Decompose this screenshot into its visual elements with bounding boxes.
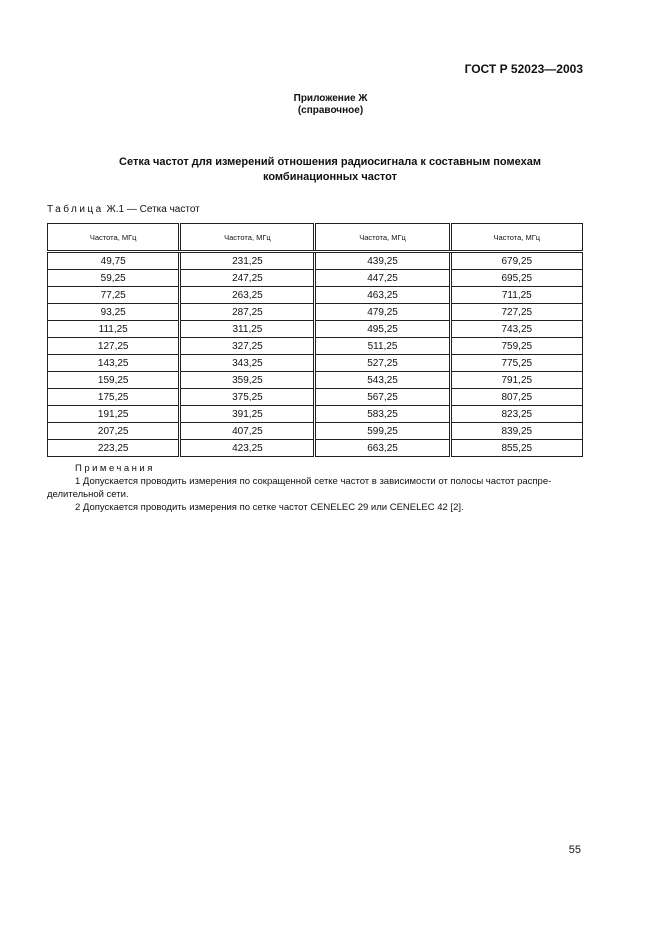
table-row: 93,25 287,25 479,25 727,25 [46, 303, 584, 321]
table-row: 143,25 343,25 527,25 775,25 [46, 354, 584, 372]
notes-heading: Примечания [75, 463, 155, 474]
appendix-title: Приложение Ж [293, 93, 368, 104]
table-cell: 343,25 [178, 354, 316, 372]
table-cell: 791,25 [448, 371, 584, 389]
table-cell: 463,25 [313, 286, 451, 304]
table-cell: 823,25 [448, 405, 584, 423]
table-row: 223,25 423,25 663,25 855,25 [46, 439, 584, 457]
table-row: 49,75 231,25 439,25 679,25 [46, 251, 584, 270]
table-cell: 727,25 [448, 303, 584, 321]
table-cell: 93,25 [46, 303, 181, 321]
table-row: 59,25 247,25 447,25 695,25 [46, 269, 584, 287]
table-cell: 223,25 [46, 439, 181, 457]
table-cell: 159,25 [46, 371, 181, 389]
caption-prefix: Таблица [47, 204, 104, 215]
table-cell: 679,25 [448, 251, 584, 270]
table-cell: 359,25 [178, 371, 316, 389]
table-row: 77,25 263,25 463,25 711,25 [46, 286, 584, 304]
caption-text: Ж.1 — Сетка частот [103, 204, 200, 215]
table-cell: 855,25 [448, 439, 584, 457]
table-row: 127,25 327,25 511,25 759,25 [46, 337, 584, 355]
table-cell: 191,25 [46, 405, 181, 423]
table-cell: 311,25 [178, 320, 316, 338]
table-row: 191,25 391,25 583,25 823,25 [46, 405, 584, 423]
section-title: Сетка частот для измерений отношения рад… [60, 155, 600, 185]
table-cell: 527,25 [313, 354, 451, 372]
table-cell: 583,25 [313, 405, 451, 423]
table-cell: 543,25 [313, 371, 451, 389]
table-cell: 567,25 [313, 388, 451, 406]
table-cell: 287,25 [178, 303, 316, 321]
table-cell: 423,25 [178, 439, 316, 457]
table-row: 111,25 311,25 495,25 743,25 [46, 320, 584, 338]
table-cell: 143,25 [46, 354, 181, 372]
table-cell: 447,25 [313, 269, 451, 287]
table-cell: 375,25 [178, 388, 316, 406]
table-row: 207,25 407,25 599,25 839,25 [46, 422, 584, 440]
table-cell: 807,25 [448, 388, 584, 406]
table-cell: 49,75 [46, 251, 181, 270]
table-cell: 599,25 [313, 422, 451, 440]
standard-number: ГОСТ Р 52023—2003 [464, 62, 583, 76]
table-cell: 263,25 [178, 286, 316, 304]
table-cell: 663,25 [313, 439, 451, 457]
note-item: 1 Допускается проводить измерения по сок… [47, 476, 552, 500]
table-cell: 711,25 [448, 286, 584, 304]
table-cell: 127,25 [46, 337, 181, 355]
table-cell: 77,25 [46, 286, 181, 304]
table-cell: 439,25 [313, 251, 451, 270]
column-header: Частота, МГц [448, 223, 584, 253]
table-cell: 759,25 [448, 337, 584, 355]
table-cell: 111,25 [46, 320, 181, 338]
column-header: Частота, МГц [178, 223, 316, 253]
appendix-heading: Приложение Ж (справочное) [0, 93, 661, 117]
appendix-kind: (справочное) [297, 105, 364, 116]
section-title-line: комбинационных частот [262, 171, 398, 183]
table-cell: 743,25 [448, 320, 584, 338]
note-item: 2 Допускается проводить измерения по сет… [75, 502, 464, 513]
table-cell: 479,25 [313, 303, 451, 321]
table-cell: 839,25 [448, 422, 584, 440]
table-caption: Таблица Ж.1 — Сетка частот [47, 204, 200, 215]
table-cell: 495,25 [313, 320, 451, 338]
table-cell: 59,25 [46, 269, 181, 287]
table-cell: 175,25 [46, 388, 181, 406]
frequency-table: Частота, МГц Частота, МГц Частота, МГц Част… [46, 223, 584, 457]
notes: Примечания 1 Допускается проводить измер… [47, 462, 583, 514]
table-cell: 231,25 [178, 251, 316, 270]
column-header: Частота, МГц [313, 223, 451, 253]
section-title-line: Сетка частот для измерений отношения рад… [119, 156, 541, 168]
table-cell: 695,25 [448, 269, 584, 287]
page-number: 55 [568, 844, 581, 856]
table-cell: 247,25 [178, 269, 316, 287]
table-cell: 511,25 [313, 337, 451, 355]
table-cell: 407,25 [178, 422, 316, 440]
table-row: 159,25 359,25 543,25 791,25 [46, 371, 584, 389]
column-header: Частота, МГц [46, 223, 181, 253]
table-cell: 327,25 [178, 337, 316, 355]
table-cell: 391,25 [178, 405, 316, 423]
table-cell: 775,25 [448, 354, 584, 372]
table-cell: 207,25 [46, 422, 181, 440]
table-row: 175,25 375,25 567,25 807,25 [46, 388, 584, 406]
